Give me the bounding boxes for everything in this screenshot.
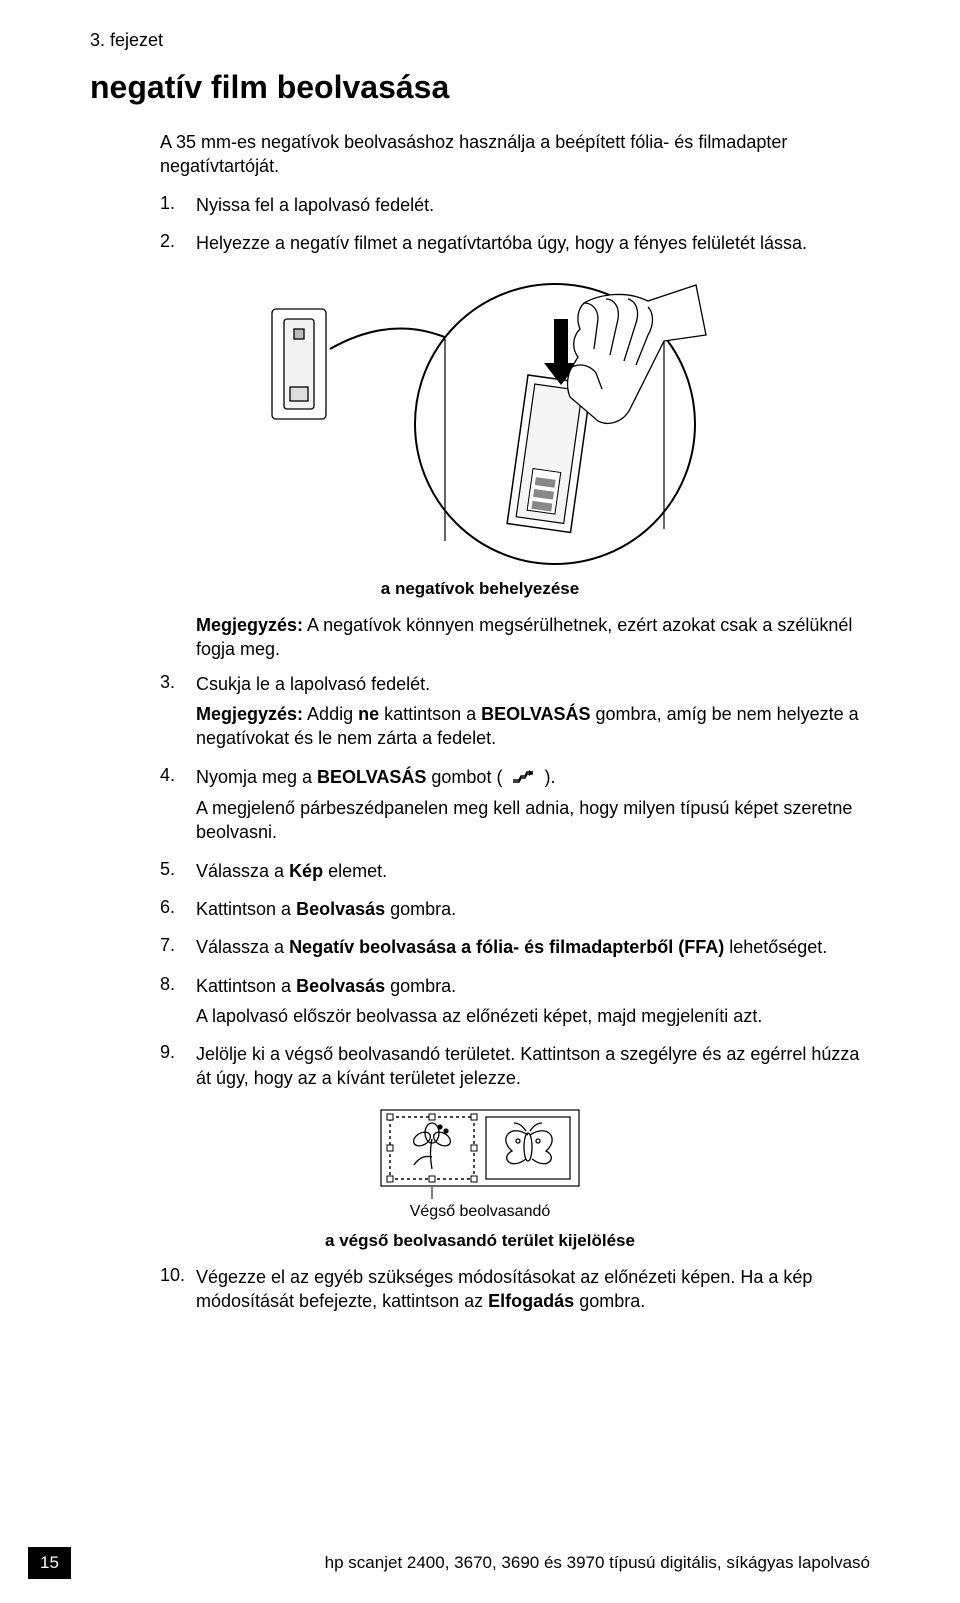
step-text: Nyissa fel a lapolvasó fedelét. bbox=[196, 193, 870, 217]
step-1: 1. Nyissa fel a lapolvasó fedelét. bbox=[160, 193, 870, 223]
chapter-label: 3. fejezet bbox=[90, 30, 870, 51]
step-number: 1. bbox=[160, 193, 196, 223]
step-text: Válassza a Negatív beolvasása a fólia- é… bbox=[196, 935, 870, 959]
step-10: 10. Végezze el az egyéb szükséges módosí… bbox=[160, 1265, 870, 1320]
note-label: Megjegyzés: bbox=[196, 615, 303, 635]
page-footer: 15 hp scanjet 2400, 3670, 3690 és 3970 t… bbox=[0, 1547, 960, 1579]
page-title: negatív film beolvasása bbox=[90, 69, 870, 106]
step-text: Végezze el az egyéb szükséges módosításo… bbox=[196, 1265, 870, 1314]
step-9: 9. Jelölje ki a végső beolvasandó terüle… bbox=[160, 1042, 870, 1097]
step-text: Jelölje ki a végső beolvasandó területet… bbox=[196, 1042, 870, 1091]
thumbnail-label: Végső beolvasandó bbox=[410, 1203, 551, 1221]
note-label: Megjegyzés: bbox=[196, 704, 303, 724]
step-8: 8. Kattintson a Beolvasás gombra. A lapo… bbox=[160, 974, 870, 1035]
step-number: 4. bbox=[160, 765, 196, 851]
footer-text: hp scanjet 2400, 3670, 3690 és 3970 típu… bbox=[325, 1553, 870, 1573]
figure-selection bbox=[90, 1109, 870, 1199]
step-text: Nyomja meg a BEOLVASÁS gombot ( ). bbox=[196, 765, 870, 790]
note-1: Megjegyzés: A negatívok könnyen megsérül… bbox=[196, 613, 870, 662]
note-2: Megjegyzés: Addig ne kattintson a BEOLVA… bbox=[196, 702, 870, 751]
step-number: 2. bbox=[160, 231, 196, 261]
figure-caption-2: a végső beolvasandó terület kijelölése bbox=[90, 1231, 870, 1251]
step-7: 7. Válassza a Negatív beolvasása a fólia… bbox=[160, 935, 870, 965]
step-number: 8. bbox=[160, 974, 196, 1035]
step-3: 3. Csukja le a lapolvasó fedelét. Megjeg… bbox=[160, 672, 870, 757]
step-text: Válassza a Kép elemet. bbox=[196, 859, 870, 883]
figure-insert-negatives bbox=[90, 279, 870, 569]
step-number: 7. bbox=[160, 935, 196, 965]
step-number: 5. bbox=[160, 859, 196, 889]
step-subtext: A megjelenő párbeszédpanelen meg kell ad… bbox=[196, 796, 870, 845]
step-5: 5. Válassza a Kép elemet. bbox=[160, 859, 870, 889]
step-number: 9. bbox=[160, 1042, 196, 1097]
step-text: Helyezze a negatív filmet a negatívtartó… bbox=[196, 231, 870, 255]
intro-text: A 35 mm-es negatívok beolvasáshoz haszná… bbox=[160, 130, 870, 179]
step-number: 3. bbox=[160, 672, 196, 757]
step-subtext: A lapolvasó először beolvassa az előnéze… bbox=[196, 1004, 870, 1028]
step-text: Kattintson a Beolvasás gombra. bbox=[196, 974, 870, 998]
step-number: 6. bbox=[160, 897, 196, 927]
step-4: 4. Nyomja meg a BEOLVASÁS gombot ( ). A … bbox=[160, 765, 870, 851]
step-6: 6. Kattintson a Beolvasás gombra. bbox=[160, 897, 870, 927]
step-2: 2. Helyezze a negatív filmet a negatívta… bbox=[160, 231, 870, 261]
step-text: Kattintson a Beolvasás gombra. bbox=[196, 897, 870, 921]
step-number: 10. bbox=[160, 1265, 196, 1320]
page-number: 15 bbox=[28, 1547, 71, 1579]
figure-caption-1: a negatívok behelyezése bbox=[90, 579, 870, 599]
scan-icon bbox=[511, 766, 535, 790]
step-text: Csukja le a lapolvasó fedelét. bbox=[196, 672, 870, 696]
